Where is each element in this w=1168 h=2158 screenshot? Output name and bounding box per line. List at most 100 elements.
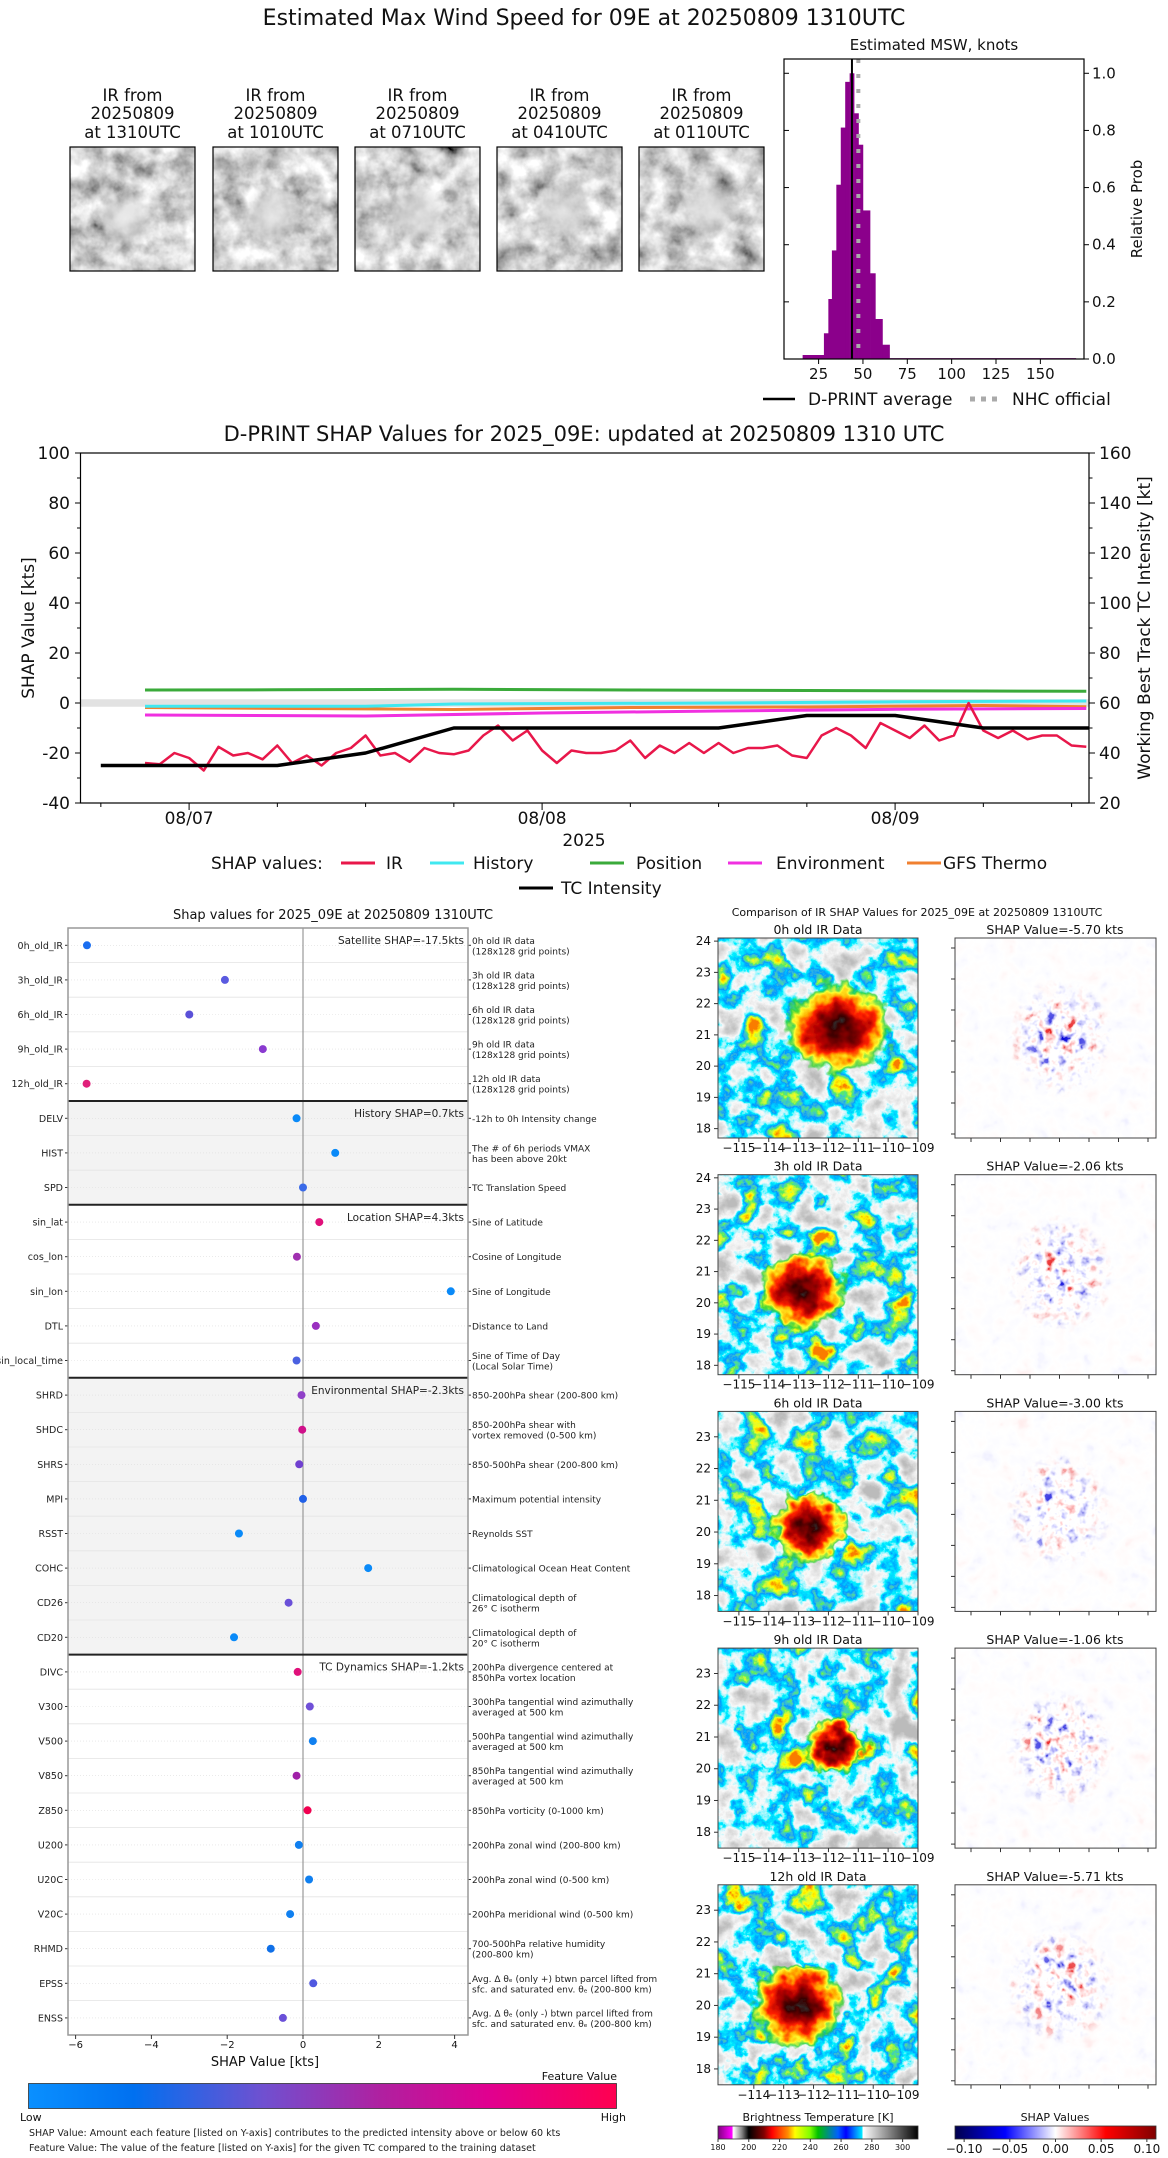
histogram-bar: [882, 344, 890, 359]
histogram-bar: [831, 250, 837, 359]
feature-description: 850hPa tangential wind azimuthally: [472, 1767, 634, 1777]
thumbnail-title-time: at 1010UTC: [227, 123, 324, 142]
shap-map-core: [1005, 978, 1115, 1098]
x-tick-label: 08/08: [518, 809, 567, 829]
feature-description: 200hPa zonal wind (0-500 km): [472, 1876, 609, 1886]
feature-colorbar-label: Feature Value: [542, 2070, 618, 2083]
lat-tick-label: 21: [696, 1265, 711, 1279]
timeseries-ylabel: SHAP Value [kts]: [19, 557, 39, 699]
feature-shap-dot: [292, 1771, 301, 1780]
feature-name: sin_lon: [30, 1287, 63, 1298]
lon-tick-label: −111: [842, 1141, 875, 1155]
series-line-gfs-thermo: [144, 704, 1087, 711]
histogram-ylabel: Relative Prob: [1128, 160, 1146, 259]
lat-tick-label: 21: [696, 1730, 711, 1744]
thumbnail-title-date: 20250809: [376, 104, 460, 123]
feature-description: 3h old IR data: [472, 971, 535, 981]
thumbnail-title-line: IR from: [103, 86, 163, 105]
feature-description: (128x128 grid points): [472, 982, 570, 992]
legend-label: IR: [386, 854, 403, 874]
x-tick-label: 2: [376, 2040, 382, 2051]
lat-tick-label: 22: [696, 1233, 711, 1247]
lat-tick-label: 19: [696, 2030, 711, 2044]
shap-timeseries: D-PRINT SHAP Values for 2025_09E: update…: [19, 422, 1155, 899]
lat-tick-label: 22: [696, 1935, 711, 1949]
note-feature-value: Feature Value: The value of the feature …: [29, 2143, 536, 2154]
feature-name: CD20: [37, 1633, 63, 1644]
lat-tick-label: 23: [696, 965, 711, 979]
bt-colorbar-label: Brightness Temperature [K]: [742, 2111, 893, 2124]
shap-cb-tick-label: −0.10: [946, 2142, 983, 2156]
feature-name: cos_lon: [28, 1252, 63, 1263]
y-tick-label: 40: [48, 594, 70, 614]
feature-shap-dot: [298, 1425, 307, 1434]
thumbnail-title-date: 20250809: [234, 104, 318, 123]
lat-tick-label: 20: [696, 1998, 711, 2012]
feature-shap-dot: [220, 975, 229, 984]
feature-shap-dot: [309, 1979, 318, 1988]
lat-tick-label: 18: [696, 1825, 711, 1839]
ir-panel-pair: 6h old IR Data SHAP Value=-3.00 kts 18 19 20…: [696, 1395, 1157, 1628]
feature-name: U20C: [37, 1875, 63, 1886]
lon-tick-label: −114: [752, 1141, 785, 1155]
feature-shap-dot: [292, 1356, 301, 1365]
feature-description: (128x128 grid points): [472, 1086, 570, 1096]
histogram-x-tick-label: 50: [853, 365, 872, 383]
histogram-bar: [836, 184, 842, 359]
feature-shap-dot: [230, 1633, 239, 1642]
feature-description: Maximum potential intensity: [472, 1495, 602, 1505]
feature-shap-dot: [278, 2013, 287, 2022]
y-tick-label: 20: [48, 644, 70, 664]
lat-tick-label: 21: [696, 1967, 711, 1981]
storm-core: [680, 177, 740, 237]
ir-panel-title: 6h old IR Data: [773, 1395, 862, 1410]
legend-label: History: [473, 854, 533, 874]
lon-tick-label: −114: [737, 2088, 770, 2102]
lon-tick-label: −113: [782, 1141, 815, 1155]
group-shap-total: Location SHAP=4.3kts: [347, 1212, 464, 1224]
shap-panel-title: SHAP Value=-1.06 kts: [986, 1632, 1123, 1647]
legend-nhc-label: NHC official: [1012, 390, 1111, 410]
ir-panel-frame: [717, 1647, 919, 1849]
lat-tick-label: 20: [696, 1059, 711, 1073]
feature-name: MPI: [46, 1494, 63, 1505]
timeseries-xlabel: 2025: [562, 831, 605, 851]
thumbnail-frame: [638, 146, 765, 272]
y2-tick-label: 100: [1099, 594, 1131, 614]
y-tick-label: 80: [48, 494, 70, 514]
storm-cloud-shield: [758, 1251, 846, 1331]
feature-plot-frame: [67, 927, 469, 2036]
msw-histogram: Estimated MSW, knots Relative Prob 25 50 7…: [763, 36, 1146, 410]
feature-name: Z850: [38, 1806, 63, 1817]
lon-tick-label: −114: [752, 1851, 785, 1865]
shap-panel-title: SHAP Value=-5.70 kts: [986, 922, 1123, 937]
lon-tick-label: −114: [752, 1614, 785, 1628]
histogram-bar: [870, 273, 876, 359]
feature-name: V500: [38, 1737, 63, 1748]
feature-shap-dot: [82, 1079, 91, 1088]
ir-panel-title: 9h old IR Data: [773, 1632, 862, 1647]
feature-colorbar-bar: [28, 2083, 617, 2109]
feature-name: HIST: [41, 1148, 63, 1159]
feature-description: Climatological depth of: [472, 1629, 577, 1639]
thumbnail-frame: [212, 146, 339, 272]
feature-name: DTL: [45, 1321, 64, 1332]
feature-shap-dot: [294, 1840, 303, 1849]
thumbnail-title-time: at 1310UTC: [84, 123, 181, 142]
y2-tick-label: 20: [1099, 794, 1121, 814]
bt-tick-label: 280: [864, 2143, 879, 2152]
histogram-bar: [845, 81, 850, 359]
ir-panel-title: 0h old IR Data: [773, 922, 862, 937]
legend-label: Environment: [776, 854, 885, 874]
feature-description: 850-500hPa shear (200-800 km): [472, 1461, 618, 1471]
feature-shap-dot: [299, 1494, 307, 1503]
feature-description: averaged at 500 km: [472, 1709, 563, 1719]
feature-description: 850-200hPa shear (200-800 km): [472, 1392, 618, 1402]
feature-shap-plot: Shap values for 2025_09E at 20250809 131…: [0, 908, 657, 2070]
thumbnail-title-time: at 0110UTC: [653, 123, 750, 142]
shap-cb-tick-label: 0.05: [1088, 2142, 1115, 2156]
lon-tick-label: −111: [842, 1378, 875, 1392]
bt-tick-label: 300: [895, 2143, 910, 2152]
